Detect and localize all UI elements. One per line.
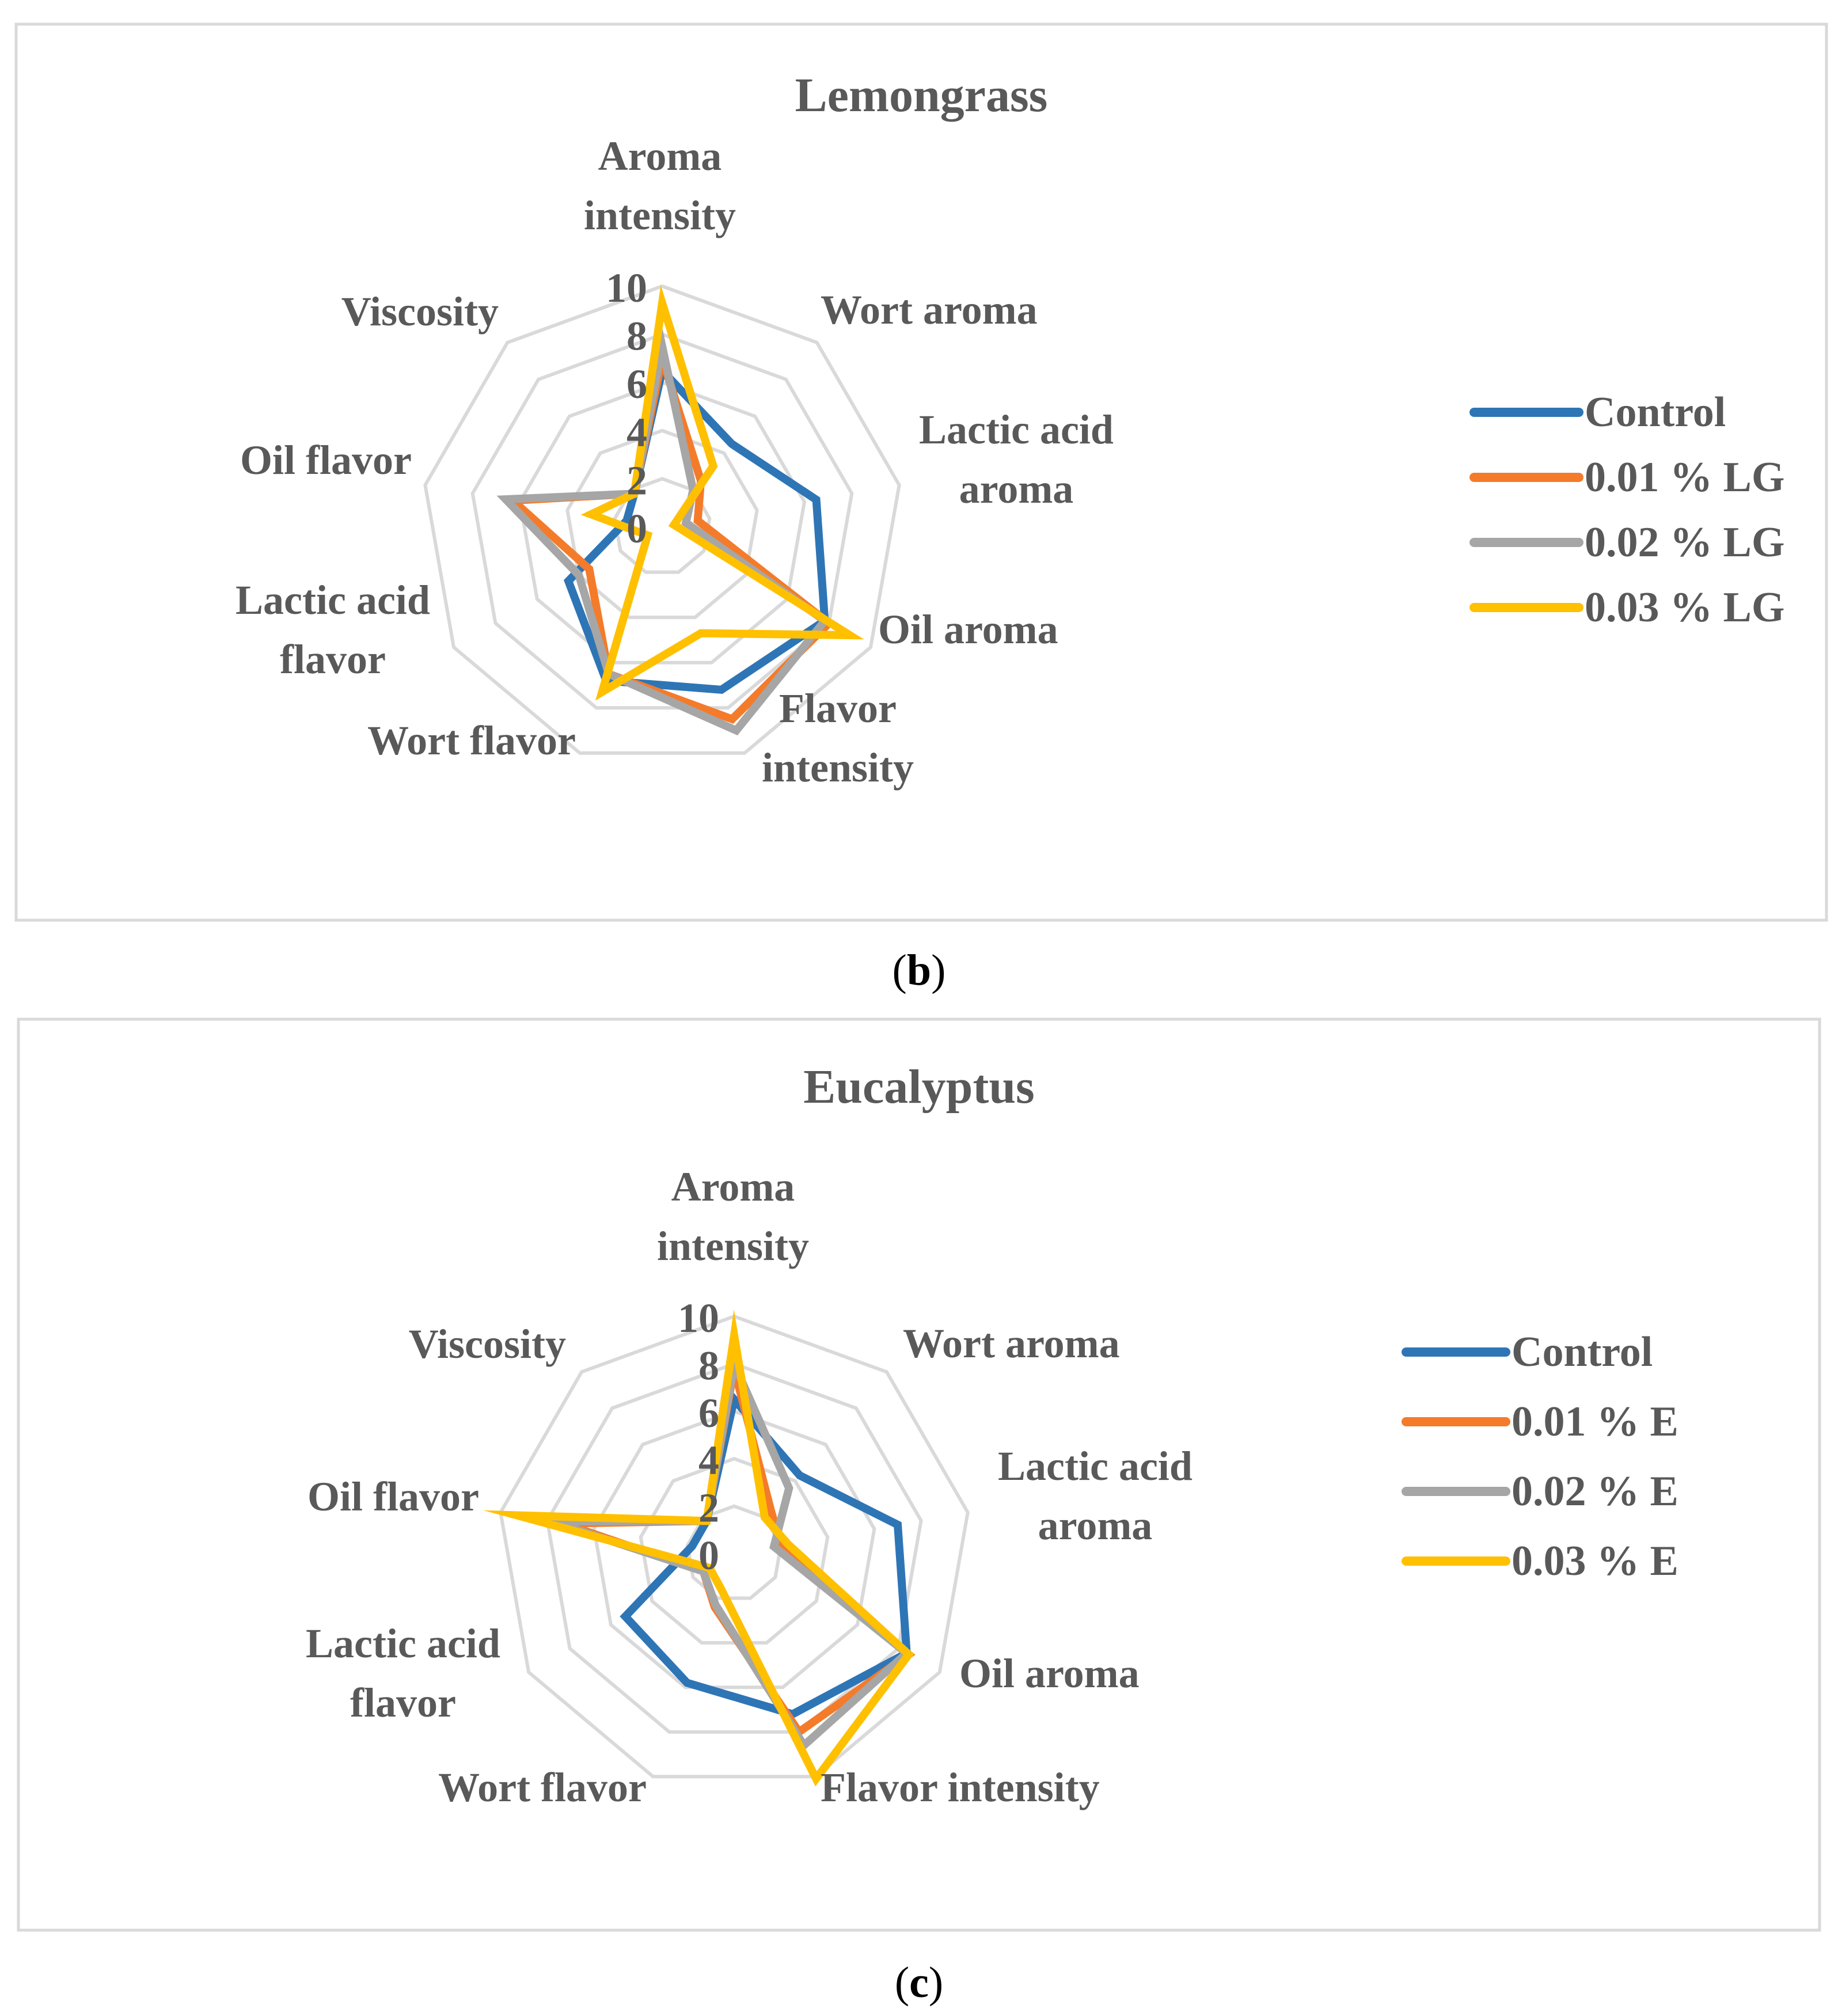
- eucalyptus-legend: Control 0.01 % E 0.02 % E 0.03 % E: [1402, 1328, 1678, 1585]
- eucalyptus-label-oil-aroma: Oil aroma: [959, 1650, 1140, 1696]
- panel-caption-b-letter: b: [907, 946, 931, 994]
- eucalyptus-label-lactic-acid-aroma: Lactic acid aroma: [998, 1443, 1193, 1548]
- eucalyptus-series-control: [620, 1391, 912, 1719]
- eucalyptus-label-wort-aroma: Wort aroma: [903, 1320, 1120, 1366]
- eucalyptus-label-aroma-intensity: Aroma intensity: [657, 1164, 809, 1269]
- lemongrass-tick-10: 10: [606, 265, 647, 311]
- eucalyptus-label-flavor-intensity: Flavor intensity: [821, 1764, 1100, 1810]
- panel-caption-c-open: (: [895, 1958, 909, 2007]
- lemongrass-label-lactic-acid-aroma: Lactic acid aroma: [919, 407, 1114, 512]
- eucalyptus-grid-ring-8: [545, 1362, 923, 1734]
- panel-caption-b-open: (: [893, 946, 907, 994]
- lemongrass-tick-8: 8: [626, 313, 647, 359]
- eucalyptus-legend-label-0-02-e: 0.02 % E: [1512, 1468, 1678, 1515]
- eucalyptus-label-oil-flavor: Oil flavor: [307, 1474, 479, 1520]
- lemongrass-grid-ring-10: [423, 284, 901, 755]
- lemongrass-legend-label-0-02-lg: 0.02 % LG: [1585, 519, 1784, 566]
- eucalyptus-category-labels: Aroma intensity Wort aroma Lactic acid aroma…: [306, 1164, 1193, 1810]
- eucalyptus-legend-label-0-01-e: 0.01 % E: [1512, 1398, 1678, 1445]
- lemongrass-series-control: [563, 362, 829, 694]
- lemongrass-grid-ring-6: [518, 381, 807, 665]
- lemongrass-chart-frame: [14, 22, 1828, 922]
- eucalyptus-series-lines: [483, 1309, 916, 1787]
- panel-caption-c: (c): [895, 1958, 943, 2007]
- lemongrass-label-wort-flavor: Wort flavor: [367, 717, 576, 764]
- eucalyptus-tick-0: 0: [698, 1532, 719, 1578]
- lemongrass-radar-grid: [423, 284, 901, 755]
- eucalyptus-tick-4: 4: [698, 1437, 719, 1483]
- lemongrass-tick-0: 0: [626, 506, 647, 552]
- eucalyptus-legend-label-0-03-e: 0.03 % E: [1512, 1537, 1678, 1585]
- lemongrass-tick-4: 4: [626, 409, 647, 455]
- lemongrass-label-wort-aroma: Wort aroma: [821, 287, 1038, 333]
- lemongrass-label-viscosity: Viscosity: [341, 288, 499, 335]
- eucalyptus-label-viscosity: Viscosity: [409, 1321, 566, 1367]
- lemongrass-legend-label-0-01-lg: 0.01 % LG: [1585, 454, 1784, 501]
- eucalyptus-chart-frame: [17, 1018, 1821, 1932]
- eucalyptus-tick-6: 6: [698, 1390, 719, 1436]
- lemongrass-label-oil-flavor: Oil flavor: [240, 437, 412, 483]
- lemongrass-chart-title: Lemongrass: [795, 69, 1048, 122]
- lemongrass-series-lines: [496, 284, 864, 736]
- panel-caption-b-close: ): [931, 946, 945, 994]
- eucalyptus-tick-8: 8: [698, 1342, 719, 1388]
- eucalyptus-label-wort-flavor: Wort flavor: [438, 1764, 647, 1810]
- panel-caption-b: (b): [893, 946, 946, 994]
- eucalyptus-label-lactic-acid-flavor: Lactic acid flavor: [306, 1620, 500, 1726]
- panel-caption-c-letter: c: [909, 1958, 929, 2007]
- eucalyptus-grid-ring-10: [499, 1314, 970, 1779]
- lemongrass-tick-2: 2: [626, 457, 647, 503]
- lemongrass-grid-ring-4: [565, 428, 759, 620]
- lemongrass-label-lactic-acid-flavor: Lactic acid flavor: [236, 577, 430, 682]
- lemongrass-tick-6: 6: [626, 361, 647, 407]
- eucalyptus-grid-ring-6: [592, 1409, 876, 1690]
- lemongrass-series-0-03-lg: [580, 284, 864, 701]
- lemongrass-label-oil-aroma: Oil aroma: [878, 606, 1058, 652]
- panel-caption-c-close: ): [929, 1958, 943, 2007]
- eucalyptus-series-0-03-e: [483, 1309, 914, 1787]
- eucalyptus-legend-label-control: Control: [1512, 1328, 1653, 1376]
- eucalyptus-chart-title: Eucalyptus: [803, 1060, 1034, 1114]
- eucalyptus-tick-2: 2: [698, 1485, 719, 1531]
- lemongrass-label-flavor-intensity: Flavor intensity: [762, 685, 914, 791]
- lemongrass-grid-ring-8: [470, 332, 854, 710]
- lemongrass-legend: Control 0.01 % LG 0.02 % LG 0.03 % LG: [1469, 389, 1784, 631]
- lemongrass-legend-label-0-03-lg: 0.03 % LG: [1585, 584, 1784, 631]
- lemongrass-category-labels: Aroma intensity Wort aroma Lactic acid aroma…: [236, 133, 1114, 791]
- lemongrass-label-aroma-intensity: Aroma intensity: [584, 133, 736, 238]
- eucalyptus-tick-10: 10: [678, 1295, 719, 1341]
- lemongrass-legend-label-control: Control: [1585, 389, 1726, 436]
